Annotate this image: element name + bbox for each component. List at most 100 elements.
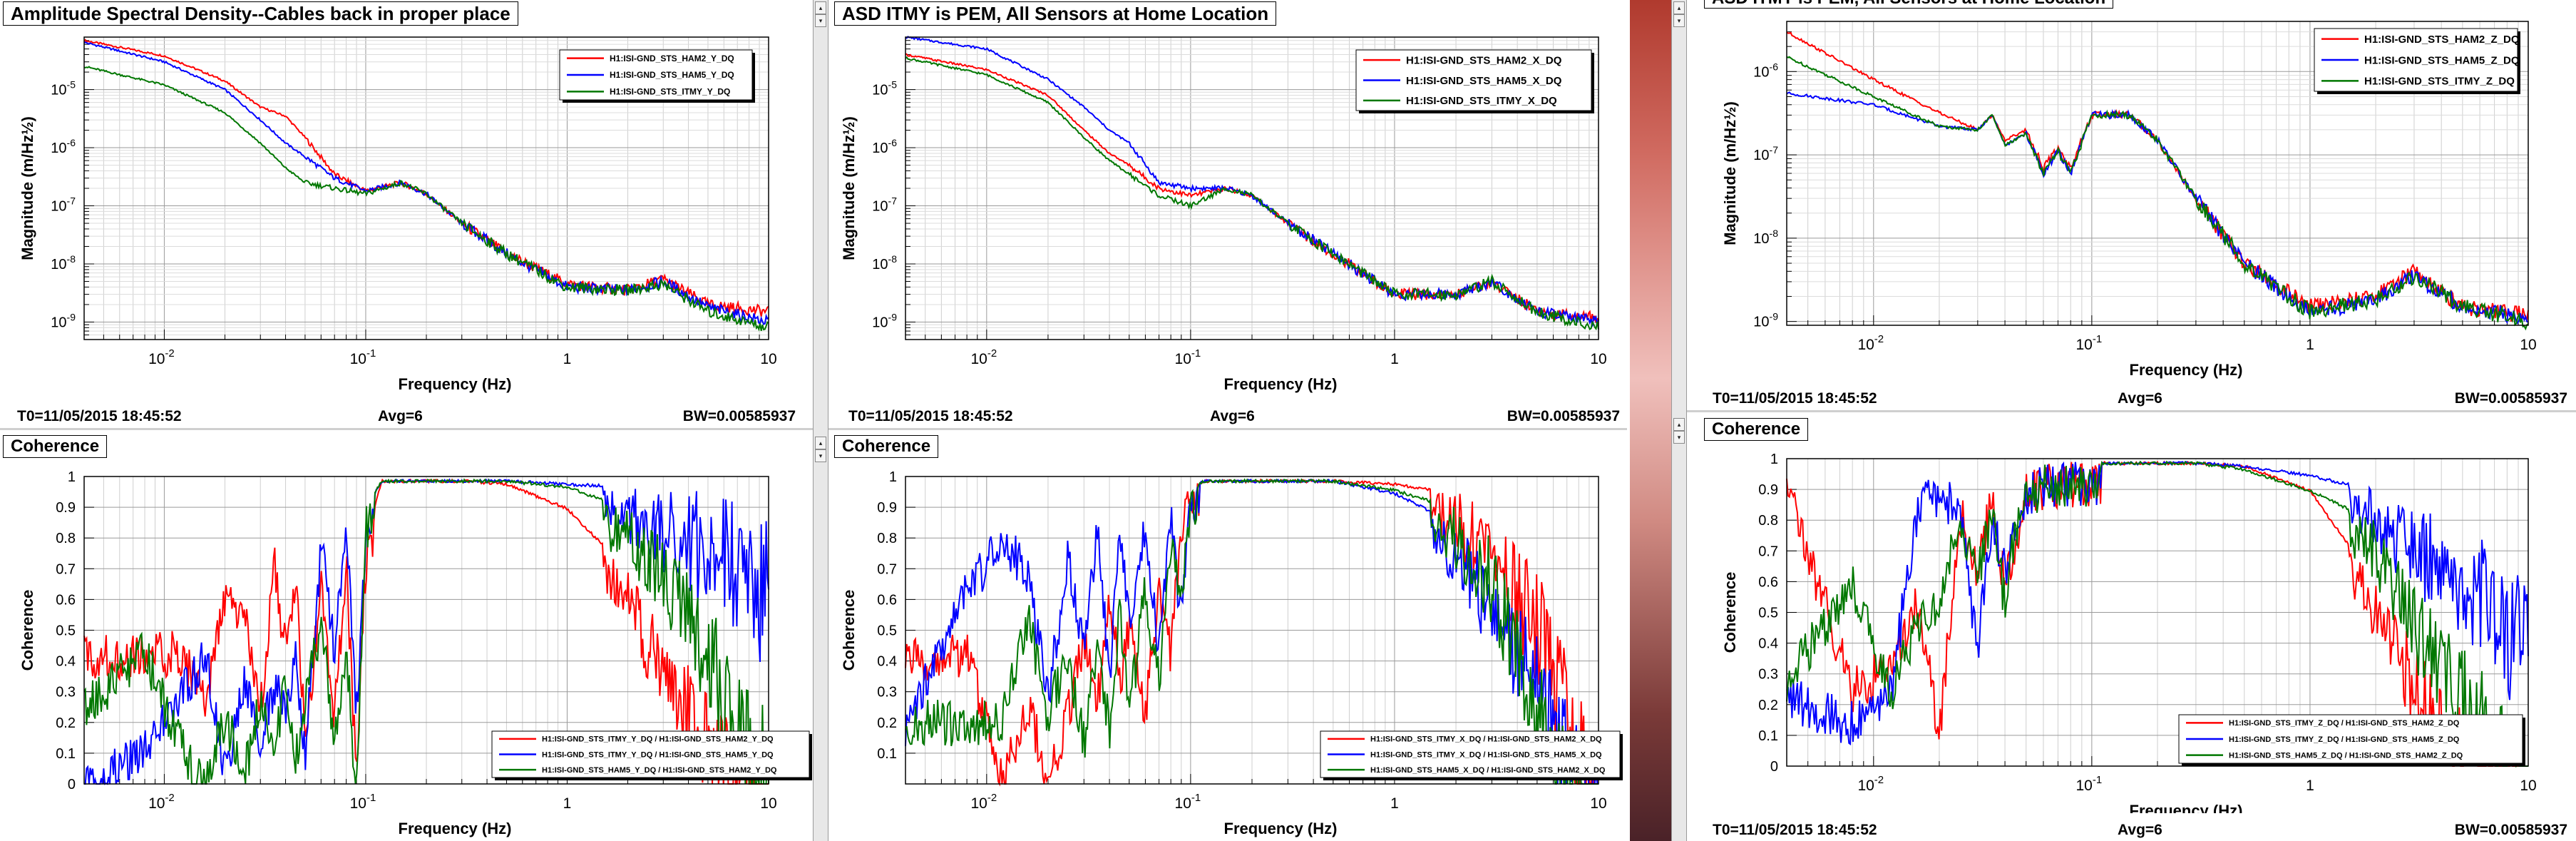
asd-z-t0: T0=11/05/2015 18:45:52 xyxy=(1713,390,1877,407)
column-right-divider xyxy=(1687,410,2576,412)
y-tick-label: 0.5 xyxy=(56,623,76,639)
y-tick-label: 10-5 xyxy=(51,79,76,98)
y-tick-label: 10-8 xyxy=(1753,228,1778,247)
column-right: 10-2 10-1 1 10 10-9 10-8 10-7 10-6 Frequency (Hz… xyxy=(1687,0,2576,841)
y-axis-label: Magnitude (m/Hz½) xyxy=(19,116,36,260)
asd-y-bw: BW=0.00585937 xyxy=(682,408,796,424)
y-tick-label: 10-8 xyxy=(51,253,76,272)
x-tick-label: 10-1 xyxy=(2076,333,2103,353)
legend-label: H1:ISI-GND_STS_ITMY_Z_DQ xyxy=(2364,76,2515,88)
legend-label: H1:ISI-GND_STS_HAM2_Y_DQ xyxy=(610,53,734,63)
legend-label: H1:ISI-GND_STS_ITMY_X_DQ / H1:ISI-GND_ST… xyxy=(1370,750,1602,759)
asd-x-title: ASD ITMY is PEM, All Sensors at Home Loc… xyxy=(834,1,1277,26)
column-middle-divider xyxy=(828,428,1627,430)
y-tick-label: 10-6 xyxy=(1753,61,1778,80)
series-line-red xyxy=(1786,460,2528,767)
y-tick-label: 10-6 xyxy=(51,137,76,156)
legend-label: H1:ISI-GND_STS_HAM5_Z_DQ xyxy=(2364,54,2520,66)
plot-frame xyxy=(905,36,1599,340)
y-tick-label: 0.4 xyxy=(877,654,897,670)
scrollbar-left[interactable]: ▴ ▾ ▴ ▾ xyxy=(813,0,828,841)
coh-x-panel: 10-2 10-1 1 10 0.1 0.2 0.3 0.4 0.5 0.6 0.7 0.8 0.9 1 F… xyxy=(828,432,1627,841)
x-tick-label: 10-1 xyxy=(2076,774,2103,794)
series-line-blue xyxy=(1786,461,2529,746)
legend-box xyxy=(491,730,810,778)
y-tick-label: 0.2 xyxy=(877,715,897,731)
y-axis-label: Coherence xyxy=(19,590,36,671)
y-tick-label: 0.5 xyxy=(1758,606,1778,621)
x-tick-label: 1 xyxy=(2306,778,2314,794)
x-axis-label: Frequency (Hz) xyxy=(2130,361,2243,379)
series-line-green xyxy=(1786,460,2528,768)
x-axis-label: Frequency (Hz) xyxy=(399,820,512,837)
legend-label: H1:ISI-GND_STS_HAM2_X_DQ xyxy=(1406,54,1562,66)
y-tick-label: 0.4 xyxy=(1758,636,1778,652)
y-tick-label: 0.6 xyxy=(877,592,897,608)
x-tick-label: 10 xyxy=(1590,351,1606,367)
x-tick-label: 10-2 xyxy=(1857,333,1884,353)
y-tick-label: 0.8 xyxy=(1758,513,1778,529)
scroll-up-icon[interactable]: ▴ xyxy=(815,1,826,14)
y-tick-label: 0.8 xyxy=(877,531,897,546)
asd-x-t0: T0=11/05/2015 18:45:52 xyxy=(848,408,1013,424)
y-tick-label: 1 xyxy=(889,469,897,485)
y-tick-label: 10-7 xyxy=(1753,144,1778,163)
legend-label: H1:ISI-GND_STS_HAM2_Z_DQ xyxy=(2364,34,2520,46)
legend-label: H1:ISI-GND_STS_ITMY_Y_DQ / H1:ISI-GND_ST… xyxy=(542,735,774,744)
x-tick-label: 1 xyxy=(1390,795,1399,812)
scroll-up-icon[interactable]: ▴ xyxy=(1673,418,1685,431)
asd-z-bw: BW=0.00585937 xyxy=(2454,390,2567,407)
asd-x-chart: 10-2 10-1 1 10 10-9 10-8 10-7 10-6 10-5 Frequency… xyxy=(840,36,1607,393)
y-tick-label: 0.4 xyxy=(56,654,76,670)
legend-label: H1:ISI-GND_STS_HAM5_Y_DQ xyxy=(610,70,734,80)
x-tick-label: 10-2 xyxy=(1857,774,1884,794)
x-tick-label: 10-1 xyxy=(350,792,376,812)
asd-z-avg: Avg=6 xyxy=(2118,390,2162,407)
asd-y-panel: 10-2 10-1 1 10 10-9 10-8 10-7 10-6 10-5 Frequency… xyxy=(0,0,813,432)
scroll-up-icon[interactable]: ▴ xyxy=(1673,1,1685,14)
coh-y-panel: 10-2 10-1 1 10 0 0.1 0.2 0.3 0.4 0.5 0.6 0.7 0.8 0.9 1… xyxy=(0,432,813,841)
asd-x-panel: 10-2 10-1 1 10 10-9 10-8 10-7 10-6 10-5 Frequency… xyxy=(828,0,1627,432)
x-tick-label: 1 xyxy=(1390,351,1399,367)
scroll-down-icon[interactable]: ▾ xyxy=(1673,431,1685,444)
y-tick-label: 0.3 xyxy=(1758,667,1778,683)
scroll-down-icon[interactable]: ▾ xyxy=(815,14,826,27)
y-tick-label: 0.9 xyxy=(56,500,76,516)
y-tick-label: 0 xyxy=(1770,759,1778,775)
asd-y-chart: 10-2 10-1 1 10 10-9 10-8 10-7 10-6 10-5 Frequency… xyxy=(19,36,777,393)
asd-z-title: ASD ITMY is PEM, All Sensors at Home Loc… xyxy=(1704,0,2114,9)
y-tick-label: 1 xyxy=(68,469,76,485)
asd-z-chart: 10-2 10-1 1 10 10-9 10-8 10-7 10-6 Frequency (Hz… xyxy=(1721,21,2537,379)
coh-z-panel: 10-2 10-1 1 10 0 0.1 0.2 0.3 0.4 0.5 0.6 0.7 0.8 0.9 1… xyxy=(1687,414,2576,841)
x-tick-label: 10-1 xyxy=(1175,347,1201,367)
scrollbar-right[interactable]: ▴ ▾ ▴ ▾ xyxy=(1671,0,1687,841)
asd-y-title: Amplitude Spectral Density--Cables back … xyxy=(3,1,518,26)
y-axis-label: Coherence xyxy=(840,590,858,671)
coh-z-chart: 10-2 10-1 1 10 0 0.1 0.2 0.3 0.4 0.5 0.6 0.7 0.8 0.9 1… xyxy=(1721,452,2537,813)
y-tick-label: 1 xyxy=(1770,452,1778,467)
x-tick-label: 10 xyxy=(1590,795,1606,812)
coh-x-chart: 10-2 10-1 1 10 0.1 0.2 0.3 0.4 0.5 0.6 0.7 0.8 0.9 1 F… xyxy=(840,469,1623,837)
x-tick-label: 10 xyxy=(760,351,776,367)
x-tick-label: 1 xyxy=(563,795,572,812)
y-tick-label: 0.5 xyxy=(877,623,897,639)
legend-label: H1:ISI-GND_STS_HAM5_X_DQ xyxy=(1406,75,1562,87)
legend-label: H1:ISI-GND_STS_ITMY_X_DQ xyxy=(1406,95,1557,107)
scroll-up-icon[interactable]: ▴ xyxy=(815,437,826,449)
asd-x-bw: BW=0.00585937 xyxy=(1507,408,1620,424)
series-line-green xyxy=(905,56,1599,331)
y-tick-label: 0.2 xyxy=(56,715,76,731)
y-tick-label: 0.1 xyxy=(877,746,897,762)
scroll-down-icon[interactable]: ▾ xyxy=(1673,14,1685,27)
window-splitter[interactable] xyxy=(1630,0,1671,841)
y-tick-label: 10-9 xyxy=(872,311,897,330)
scroll-down-icon[interactable]: ▾ xyxy=(815,449,826,462)
y-tick-label: 10-7 xyxy=(51,195,76,215)
series-line-green xyxy=(1786,56,2529,331)
column-middle: 10-2 10-1 1 10 10-9 10-8 10-7 10-6 10-5 Frequency… xyxy=(828,0,1627,841)
plot-frame xyxy=(1786,21,2529,326)
coh-z-bw: BW=0.00585937 xyxy=(2454,822,2567,838)
column-left: 10-2 10-1 1 10 10-9 10-8 10-7 10-6 10-5 Frequency… xyxy=(0,0,813,841)
coh-y-chart: 10-2 10-1 1 10 0 0.1 0.2 0.3 0.4 0.5 0.6 0.7 0.8 0.9 1… xyxy=(19,469,812,837)
x-tick-label: 10 xyxy=(2520,778,2536,794)
